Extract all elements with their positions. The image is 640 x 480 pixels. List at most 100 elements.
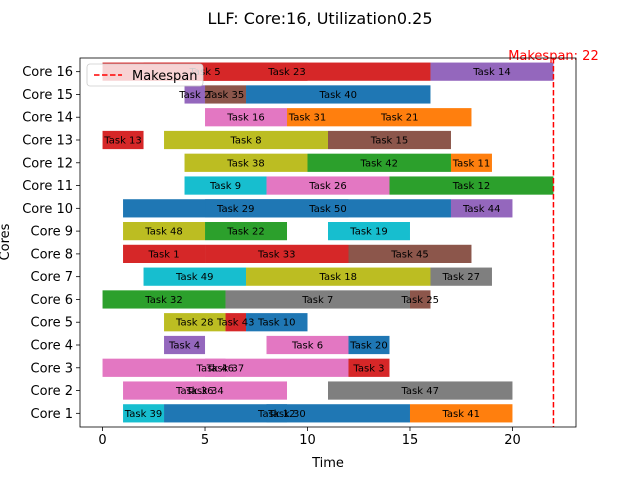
task-label: Task 20 [349, 341, 388, 352]
task-bar [430, 62, 554, 81]
makespan-label: Makespan: 22 [508, 49, 599, 64]
task-label: Task 31 [288, 113, 327, 124]
task-label: Task 14 [472, 67, 511, 78]
task-bar [164, 335, 206, 355]
y-axis-ticks: Core 1 Core 2 Core 3 Core 4 Core 5 Core 6 Core… [22, 65, 80, 422]
task-label: Task 40 [318, 90, 357, 101]
task-label: Task 25 [400, 295, 439, 306]
y-tick-label: Core 15 [22, 88, 73, 103]
task-label: Task 28 [175, 318, 214, 329]
task-label: Task 4 [168, 341, 200, 352]
task-label: Task 37 [206, 363, 245, 374]
task-bar [246, 313, 308, 332]
task-label: Task 39 [124, 409, 163, 420]
task-label: Task 8 [229, 136, 261, 147]
task-label: Task 5 [188, 67, 220, 78]
task-bar [328, 381, 513, 400]
task-bar [450, 199, 513, 218]
x-tick-label: 5 [201, 433, 209, 448]
y-axis-label: Cores [0, 223, 13, 260]
task-bar [266, 404, 288, 423]
task-label: Task 9 [209, 181, 241, 192]
task-label: Task 36 [175, 386, 214, 397]
y-tick-label: Core 12 [22, 156, 73, 171]
task-label: Task 11 [452, 158, 491, 169]
y-tick-label: Core 3 [31, 361, 74, 376]
task-bar [102, 130, 144, 150]
task-label: Task 38 [226, 158, 265, 169]
task-bar [205, 108, 288, 127]
task-label: Task 46 [196, 363, 235, 374]
task-bar [164, 313, 226, 332]
task-label: Task 12 [452, 181, 491, 192]
plot-frame [79, 57, 577, 428]
task-label: Task 32 [144, 295, 183, 306]
task-bar [348, 335, 390, 355]
x-axis-label: Time [311, 456, 344, 471]
task-label: Task 42 [359, 158, 398, 169]
y-tick-label: Core 13 [22, 134, 73, 149]
task-bar [205, 222, 288, 241]
task-label: Task 15 [370, 136, 409, 147]
task-label: Task 30 [267, 409, 306, 420]
task-bar [328, 130, 451, 150]
task-label: Task 16 [226, 113, 265, 124]
task-label: Task 47 [400, 386, 439, 397]
chart-title: LLF: Core:16, Utilization0.25 [207, 9, 432, 28]
task-bar [348, 358, 390, 377]
y-tick-label: Core 10 [22, 202, 73, 217]
task-label: Task 23 [267, 67, 306, 78]
task-bar [246, 85, 431, 104]
task-bar [307, 153, 451, 172]
task-label: Task 2 [178, 90, 210, 101]
task-bar [266, 335, 349, 355]
y-tick-label: Core 5 [31, 316, 74, 331]
task-bar [246, 267, 431, 286]
task-bar [205, 199, 451, 218]
task-bar [123, 244, 206, 263]
task-label: Task 26 [308, 181, 347, 192]
task-label: Task 19 [349, 227, 388, 238]
task-bar [266, 176, 390, 195]
y-tick-label: Core 11 [22, 179, 73, 194]
y-tick-label: Core 7 [31, 270, 74, 285]
task-bar [184, 381, 206, 400]
task-bar [409, 290, 431, 309]
task-label: Task 12 [257, 409, 296, 420]
task-bar [143, 62, 431, 81]
task-label: Task 49 [175, 272, 214, 283]
task-label: Task 50 [308, 204, 347, 215]
y-tick-label: Core 16 [22, 65, 73, 80]
task-bar [184, 85, 206, 104]
task-label: Task 34 [185, 386, 224, 397]
task-bar [328, 222, 410, 241]
task-bar [123, 404, 165, 423]
task-label: Task 35 [206, 90, 245, 101]
x-axis-ticks: 0 5 10 15 20 [98, 427, 521, 448]
legend: Makespan [86, 63, 204, 87]
task-label: Task 13 [103, 136, 142, 147]
task-bars [102, 62, 554, 423]
task-bar [287, 108, 328, 127]
x-tick-label: 15 [402, 433, 419, 448]
task-bar [450, 153, 492, 172]
task-label: Task 41 [441, 409, 480, 420]
task-bar [184, 153, 308, 172]
x-tick-label: 10 [299, 433, 316, 448]
task-bar [205, 244, 349, 263]
task-bar [143, 267, 247, 286]
y-tick-label: Core 2 [31, 384, 74, 399]
task-bar [205, 358, 226, 377]
x-tick-label: 20 [504, 433, 521, 448]
task-label: Task 43 [216, 318, 255, 329]
task-label: Task 27 [441, 272, 480, 283]
y-tick-label: Core 6 [31, 293, 74, 308]
task-label: Task 48 [144, 227, 183, 238]
y-tick-label: Core 8 [31, 247, 74, 262]
task-bar [164, 130, 328, 150]
legend-box [86, 63, 204, 87]
task-label: Task 7 [301, 295, 333, 306]
task-label: Task 1 [147, 249, 179, 260]
